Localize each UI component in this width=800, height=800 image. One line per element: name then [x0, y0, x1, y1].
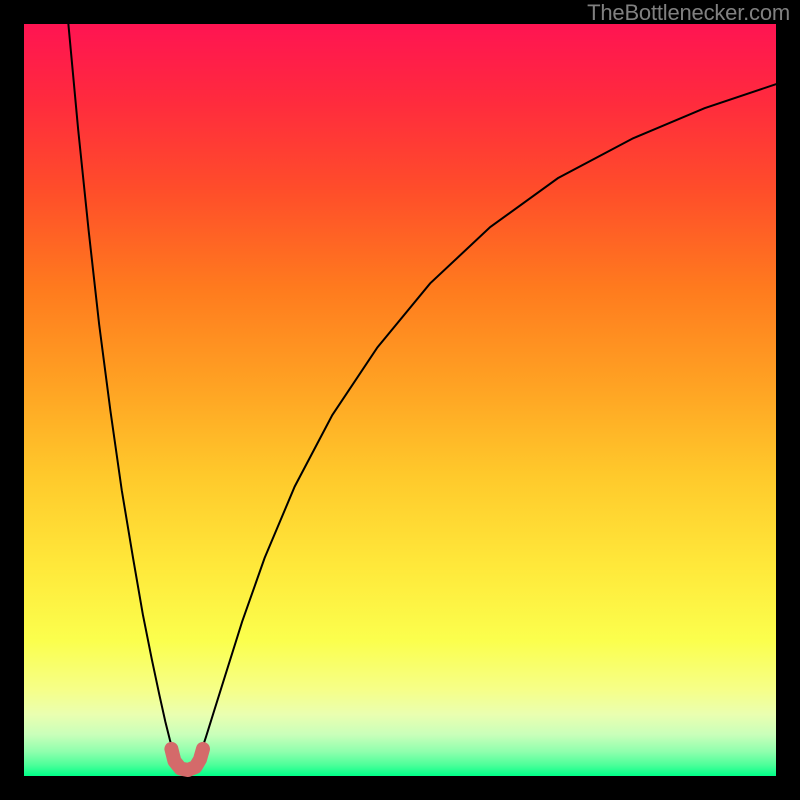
- gradient-background: [24, 24, 776, 776]
- chart-svg: [0, 0, 800, 800]
- watermark-text: TheBottlenecker.com: [587, 0, 790, 26]
